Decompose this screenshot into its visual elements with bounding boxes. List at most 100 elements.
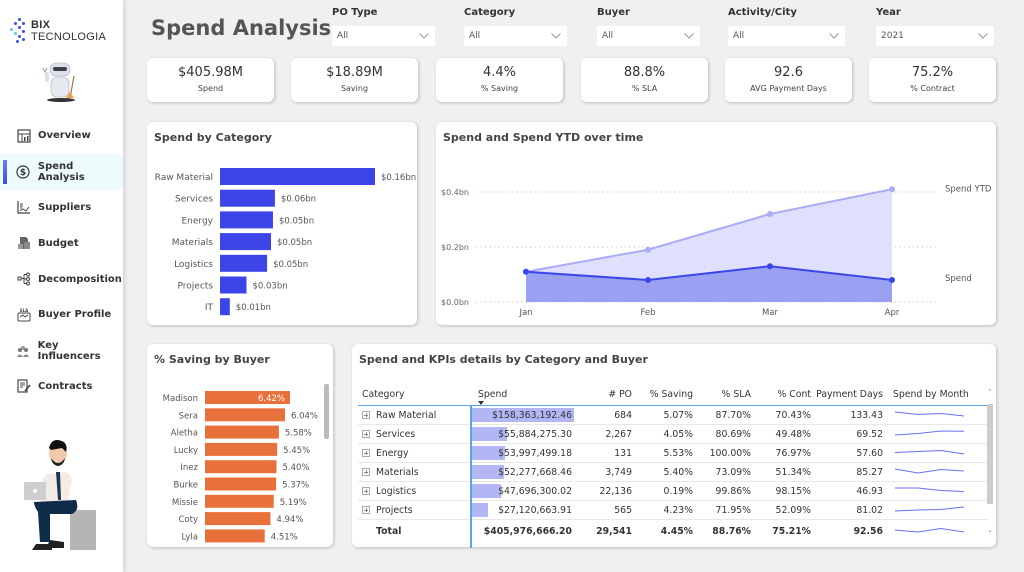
buyer-label: Sera (179, 411, 198, 421)
legend-spend-ytd: Spend YTD (945, 184, 992, 194)
sidebar-item-budget[interactable]: Budget (0, 225, 123, 261)
expand-icon[interactable] (362, 468, 370, 476)
expand-icon[interactable] (362, 430, 370, 438)
sidebar-item-key-influencers[interactable]: Key Influencers (0, 333, 123, 369)
bar[interactable] (205, 494, 274, 508)
buyer-label: Madison (163, 394, 198, 404)
scroll-thumb[interactable] (987, 404, 993, 504)
sidebar-item-suppliers[interactable]: Suppliers (0, 190, 123, 226)
table-row[interactable]: Services $55,884,275.30 2,267 4.05% 80.69% 49… (358, 425, 988, 444)
chevron-down-icon (551, 33, 561, 39)
total-payment-days: 92.56 (853, 525, 883, 537)
saving-cell: 0.19% (663, 485, 693, 497)
sparkline (894, 468, 965, 474)
data-label: 5.45% (283, 446, 310, 456)
po-cell: 22,136 (599, 485, 632, 497)
expand-icon[interactable] (362, 411, 370, 419)
table-row[interactable]: Raw Material $158,363,192.46 684 5.07% 87.70… (358, 406, 988, 425)
column-header-po[interactable]: # PO (608, 389, 632, 400)
total-spend: $405,976,666.20 (483, 525, 572, 537)
column-header-spend[interactable]: Spend (464, 384, 574, 405)
table-row[interactable]: Materials $52,277,668.46 3,749 5.40% 73.09% 5… (358, 463, 988, 482)
spend-ytd-point (767, 211, 773, 217)
sidebar-item-contracts[interactable]: Contracts (0, 369, 123, 405)
bar[interactable] (205, 391, 290, 404)
cont-cell: 98.15% (775, 485, 811, 497)
column-divider (470, 406, 472, 548)
data-bar (470, 465, 505, 479)
bar[interactable] (220, 298, 230, 316)
table-row[interactable]: Projects $27,120,663.91 565 4.23% 71.95% 52.0… (358, 501, 988, 520)
sparkline-path (894, 506, 965, 511)
po-cell: 565 (614, 504, 632, 516)
sparkline-path (894, 411, 965, 416)
bar[interactable] (220, 189, 275, 207)
bar[interactable] (220, 254, 268, 272)
spend-cell: $27,120,663.91 (464, 501, 574, 519)
x-tick-label: Feb (640, 308, 655, 318)
table-scrollbar[interactable]: ⌃ ⌄ (986, 388, 994, 538)
buyer-label: Lucky (174, 446, 198, 456)
x-tick-label: Jan (518, 308, 532, 318)
column-header-saving[interactable]: % Saving (649, 389, 693, 400)
line-chart-icon (16, 200, 31, 215)
column-header-sla[interactable]: % SLA (721, 389, 751, 400)
po-cell: 131 (614, 447, 632, 459)
y-tick-label: $0.2bn (441, 243, 469, 252)
y-tick-label: $0.4bn (441, 188, 469, 197)
bar[interactable] (205, 442, 278, 456)
expand-icon[interactable] (362, 487, 370, 495)
bar[interactable] (205, 477, 277, 491)
buyer-dropdown[interactable]: All (597, 26, 700, 46)
sparkline (895, 487, 965, 492)
table-title: Spend and KPIs details by Category and B… (359, 353, 648, 366)
category-dropdown[interactable]: All (464, 26, 567, 46)
chart-title: Spend and Spend YTD over time (443, 131, 644, 144)
expand-icon[interactable] (362, 506, 370, 514)
table-row[interactable]: Logistics $47,696,300.02 22,136 0.19% 99.86%… (358, 482, 988, 501)
logo-icon (10, 18, 27, 44)
category-cell: Logistics (358, 486, 464, 497)
chart-scrollbar[interactable] (324, 384, 329, 439)
bar[interactable] (205, 460, 277, 474)
sla-cell: 99.86% (715, 485, 751, 497)
svg-text:$: $ (20, 168, 26, 178)
column-header-spend-by-month[interactable]: Spend by Month (893, 389, 969, 400)
bar[interactable] (205, 425, 279, 439)
total-saving: 4.45% (660, 525, 693, 537)
sidebar-item-spend-analysis[interactable]: $ Spend Analysis (0, 153, 123, 190)
sla-cell: 73.09% (715, 466, 751, 478)
robot-mascot-icon (42, 62, 75, 102)
bar[interactable] (205, 512, 271, 526)
po-type-dropdown[interactable]: All (332, 26, 435, 46)
filter-category: Category All (464, 7, 567, 46)
bar[interactable] (220, 168, 375, 185)
bar[interactable] (205, 529, 265, 543)
activity-city-dropdown[interactable]: All (728, 26, 845, 46)
year-dropdown[interactable]: 2021 (876, 26, 994, 46)
sidebar-item-decomposition[interactable]: Decomposition (0, 261, 123, 297)
sidebar-item-overview[interactable]: Overview (0, 118, 123, 154)
bar[interactable] (220, 276, 247, 294)
scroll-down-icon[interactable]: ⌄ (987, 526, 993, 534)
bar[interactable] (220, 211, 273, 229)
column-header-payment-days[interactable]: Payment Days (816, 389, 883, 400)
scroll-up-icon[interactable]: ⌃ (987, 388, 993, 396)
contract-edit-icon (16, 379, 31, 394)
category-label: Raw Material (155, 173, 213, 183)
payment-days-cell: 133.43 (850, 409, 883, 421)
buyer-label: Burke (173, 481, 198, 491)
bar[interactable] (220, 233, 272, 251)
sla-cell: 80.69% (715, 428, 751, 440)
table-row[interactable]: Energy $53,997,499.18 131 5.53% 100.00% 76.97… (358, 444, 988, 463)
expand-icon[interactable] (362, 449, 370, 457)
bar[interactable] (205, 408, 285, 422)
column-header-category[interactable]: Category (362, 389, 405, 400)
sparkline-path (894, 468, 965, 474)
sparkline-cell (883, 484, 971, 499)
total-cont: 75.21% (772, 525, 811, 537)
column-header-cont[interactable]: % Cont (777, 389, 811, 400)
sidebar-item-buyer-profile[interactable]: SLA Buyer Profile (0, 297, 123, 333)
category-label: Energy (181, 216, 213, 226)
data-label: $0.01bn (236, 303, 271, 313)
